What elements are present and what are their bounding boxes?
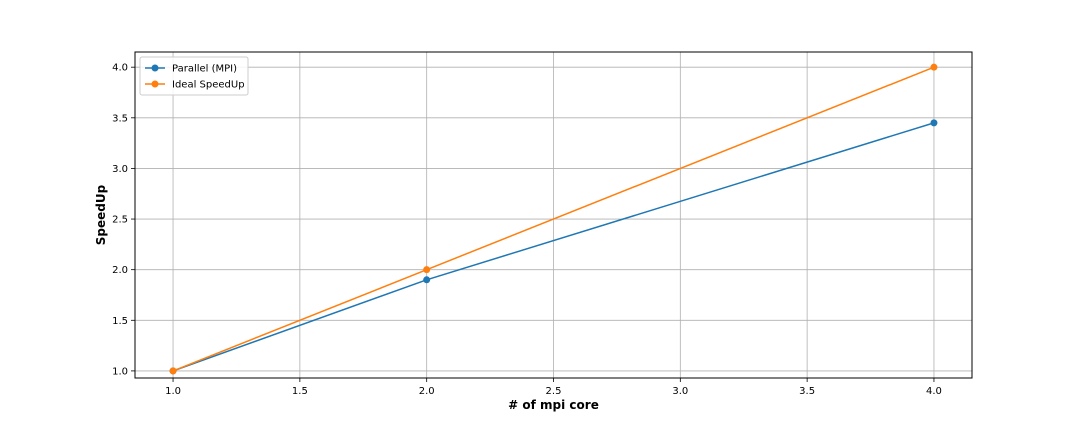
x-tick-label: 2.5 [546,386,562,397]
data-point [169,367,177,375]
y-axis-label: SpeedUp [94,184,108,245]
x-tick-label: 3.5 [799,386,815,397]
series-group [169,63,938,375]
legend-marker [151,64,159,72]
legend-label: Ideal SpeedUp [172,80,245,91]
data-point [930,119,938,127]
x-tick-label: 2.0 [419,386,435,397]
legend-label: Parallel (MPI) [172,64,237,75]
data-point [423,276,431,284]
x-tick-label: 3.0 [672,386,688,397]
x-axis-label: # of mpi core [508,398,599,412]
x-tick-label: 4.0 [926,386,942,397]
ticks: 1.0 1.5 2.0 2.5 3.0 3.5 4.0 1.0 1.5 2.0 2.5 3.0 3.5 4… [112,63,942,397]
data-point [930,63,938,71]
y-tick-label: 1.0 [112,366,128,377]
y-tick-label: 3.0 [112,164,128,175]
y-tick-label: 2.0 [112,265,128,276]
y-tick-label: 1.5 [112,316,128,327]
y-tick-label: 4.0 [112,63,128,74]
series-1 [169,63,938,375]
data-point [423,266,431,274]
y-tick-label: 3.5 [112,113,128,124]
x-tick-label: 1.0 [165,386,181,397]
legend: Parallel (MPI) Ideal SpeedUp [139,56,249,96]
legend-marker [151,80,159,88]
x-tick-label: 1.5 [292,386,308,397]
legend-box [139,56,249,96]
y-tick-label: 2.5 [112,215,128,226]
